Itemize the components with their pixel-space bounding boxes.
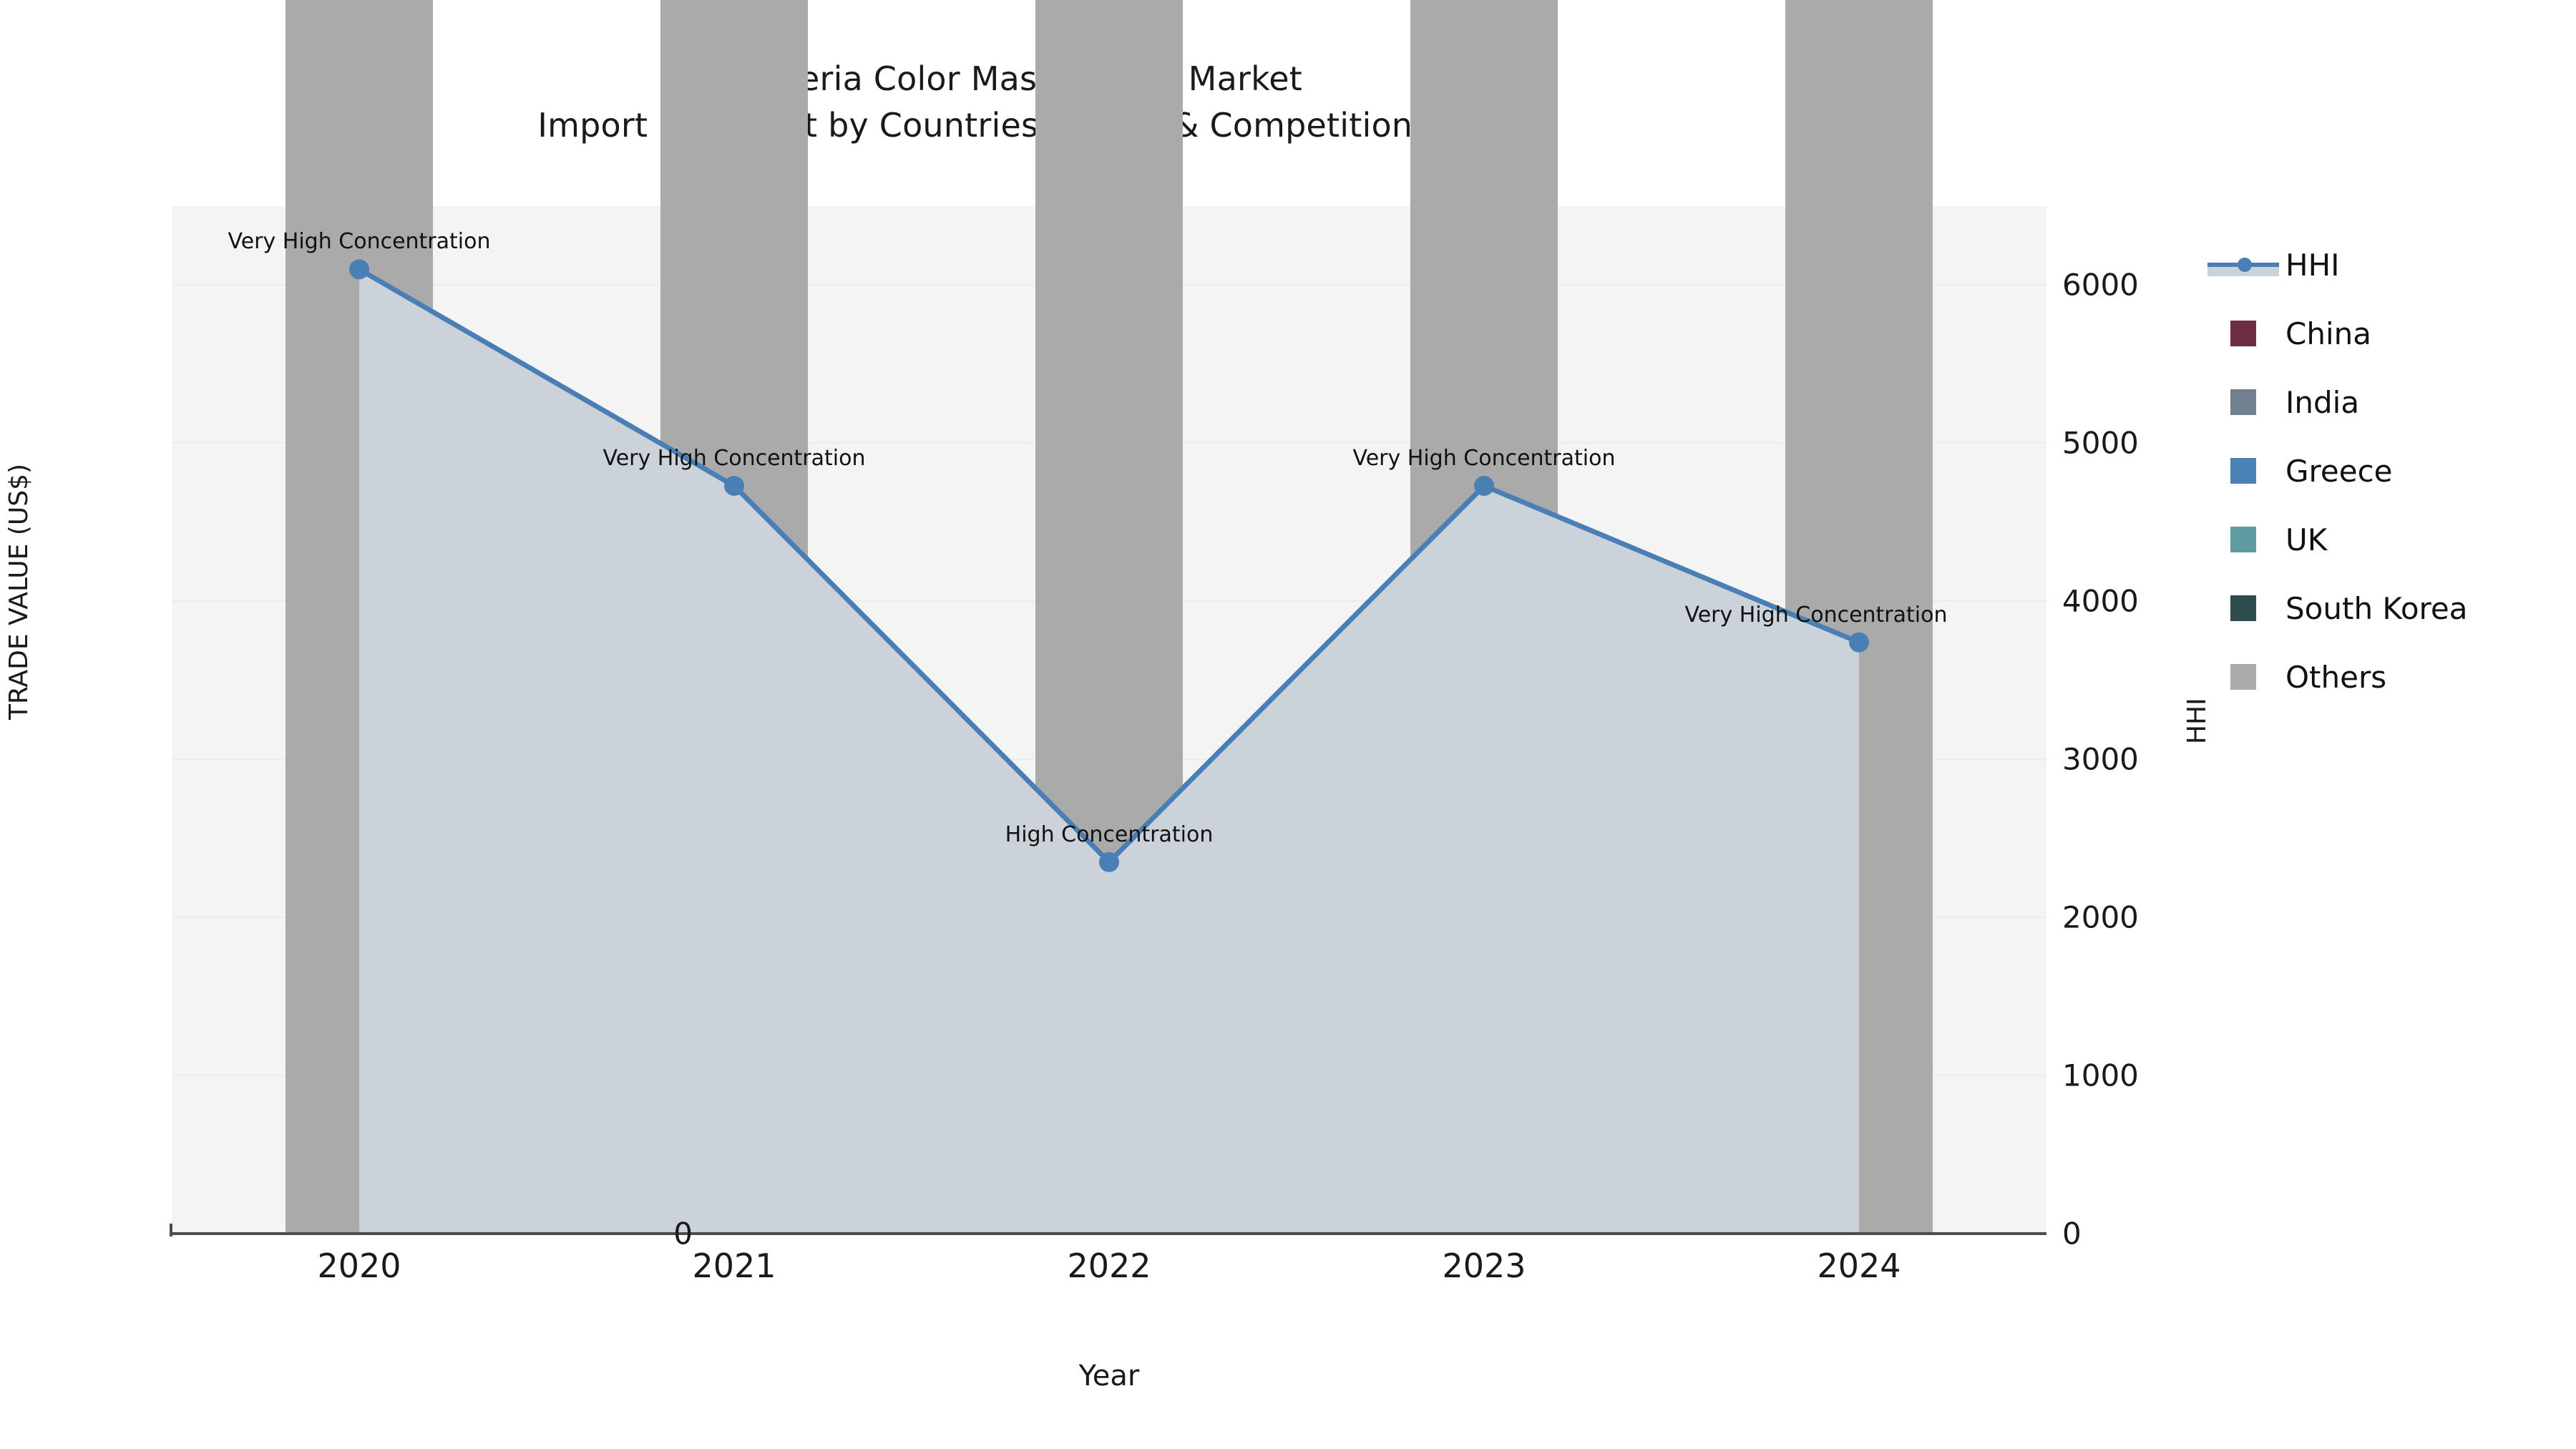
legend-item-china[interactable]: China	[2201, 299, 2573, 368]
x-axis-tick-label: 2024	[1817, 1246, 1901, 1285]
legend-label: India	[2285, 384, 2360, 420]
bar-segment[interactable]	[1035, 0, 1183, 1234]
legend-swatch-wrap	[2201, 389, 2285, 415]
y-axis-right-tick-label: 5000	[2062, 425, 2139, 461]
bar-segment[interactable]	[660, 0, 808, 1234]
y-axis-right-tick-label: 3000	[2062, 741, 2139, 777]
bar-stacks	[172, 0, 2046, 1234]
hhi-annotation: Very High Concentration	[228, 229, 491, 255]
legend-swatch-wrap	[2201, 458, 2285, 484]
legend-swatch-wrap	[2201, 527, 2285, 552]
bar-stack[interactable]	[1035, 0, 1183, 1234]
y-axis-left-label: TRADE VALUE (US$)	[4, 463, 34, 720]
legend-swatch-wrap	[2201, 664, 2285, 690]
x-axis-tick-label: 2023	[1442, 1246, 1526, 1285]
legend-color-swatch	[2230, 527, 2256, 552]
hhi-annotation: Very High Concentration	[1352, 446, 1616, 472]
bar-segment[interactable]	[1410, 0, 1558, 1234]
legend-color-swatch	[2230, 321, 2256, 346]
y-axis-tick	[170, 1224, 172, 1236]
x-axis-line	[172, 1232, 2046, 1235]
y-axis-right-tick-label: 6000	[2062, 267, 2139, 303]
x-axis-tick-label: 2021	[692, 1246, 776, 1285]
legend-item-south-korea[interactable]: South Korea	[2201, 574, 2573, 643]
plot-area	[172, 0, 2046, 1234]
legend-color-swatch	[2230, 595, 2256, 621]
legend-line-dot	[2238, 258, 2252, 272]
bar-stack[interactable]	[660, 0, 808, 1234]
chart-title: Nigeria Color Masterbatch Market	[743, 59, 1303, 98]
legend-swatch-wrap	[2201, 595, 2285, 621]
legend-swatch-wrap	[2201, 321, 2285, 346]
bar-segment[interactable]	[286, 0, 433, 1234]
y-axis-right-tick-label: 4000	[2062, 583, 2139, 619]
bar-stack[interactable]	[1785, 0, 1933, 1234]
y-axis-right-tick-label: 1000	[2062, 1058, 2139, 1093]
hhi-annotation: Very High Concentration	[1684, 602, 1948, 628]
chart-legend: HHI China India Greece UK South Korea Others	[2201, 230, 2573, 711]
legend-item-india[interactable]: India	[2201, 368, 2573, 436]
legend-item-greece[interactable]: Greece	[2201, 436, 2573, 505]
legend-label: Greece	[2285, 453, 2393, 489]
bar-stack[interactable]	[286, 0, 433, 1234]
legend-label: South Korea	[2285, 590, 2468, 626]
legend-line-icon	[2207, 253, 2279, 277]
legend-color-swatch	[2230, 664, 2256, 690]
legend-color-swatch	[2230, 458, 2256, 484]
hhi-annotation: Very High Concentration	[602, 446, 866, 472]
y-axis-right-tick-label: 0	[2062, 1216, 2082, 1252]
x-axis-label: Year	[1078, 1360, 1140, 1392]
x-axis-tick-label: 2020	[317, 1246, 401, 1285]
y-axis-right-tick-label: 2000	[2062, 899, 2139, 935]
legend-item-uk[interactable]: UK	[2201, 505, 2573, 574]
legend-swatch-wrap	[2201, 253, 2285, 277]
hhi-annotation: High Concentration	[1005, 821, 1214, 847]
legend-label: Others	[2285, 659, 2387, 695]
legend-item-hhi[interactable]: HHI	[2201, 230, 2573, 299]
x-axis-tick-label: 2022	[1067, 1246, 1151, 1285]
legend-label: UK	[2285, 522, 2328, 557]
y-axis-left-tick-label: 0	[673, 1216, 693, 1252]
legend-color-swatch	[2230, 389, 2256, 415]
legend-label: China	[2285, 316, 2371, 351]
bar-stack[interactable]	[1410, 0, 1558, 1234]
legend-item-others[interactable]: Others	[2201, 643, 2573, 711]
legend-label: HHI	[2285, 247, 2340, 283]
